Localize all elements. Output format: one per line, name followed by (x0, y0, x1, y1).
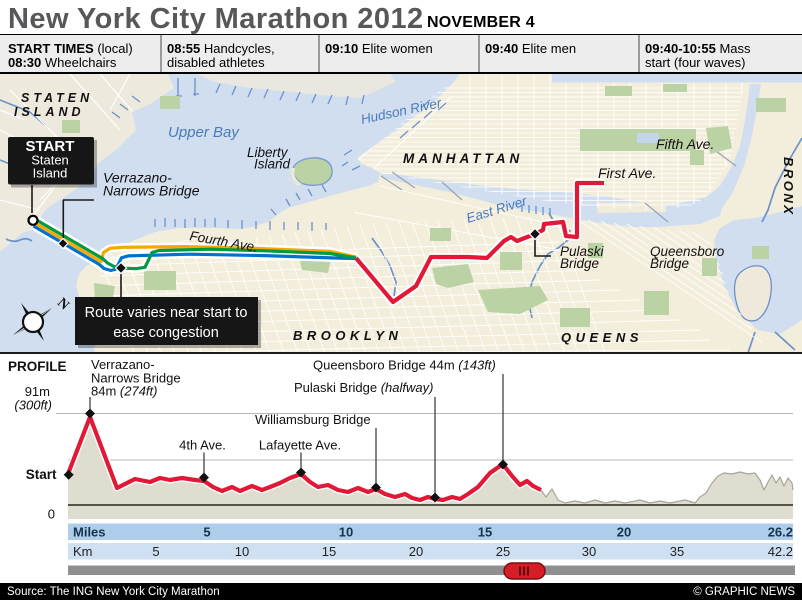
svg-text:ISLAND: ISLAND (14, 105, 85, 119)
svg-text:Liberty: Liberty (247, 145, 289, 160)
svg-text:Narrows Bridge: Narrows Bridge (91, 371, 181, 386)
svg-text:15: 15 (322, 544, 336, 559)
svg-text:Williamsburg Bridge: Williamsburg Bridge (255, 412, 371, 427)
svg-text:QUEENS: QUEENS (561, 330, 643, 345)
svg-text:Bridge: Bridge (560, 256, 599, 271)
svg-text:Verrazano-: Verrazano- (103, 170, 172, 186)
svg-text:30: 30 (582, 544, 596, 559)
svg-text:Queensboro Bridge 44m (143ft): Queensboro Bridge 44m (143ft) (313, 358, 496, 373)
svg-text:0: 0 (48, 507, 55, 522)
svg-text:Km: Km (73, 544, 93, 559)
svg-text:4th Ave.: 4th Ave. (179, 438, 226, 453)
svg-text:42.2: 42.2 (768, 544, 793, 559)
svg-text:15: 15 (478, 525, 492, 540)
svg-text:10: 10 (235, 544, 249, 559)
svg-text:MANHATTAN: MANHATTAN (403, 151, 523, 166)
svg-text:BROOKLYN: BROOKLYN (293, 328, 402, 343)
svg-text:(300ft): (300ft) (14, 398, 52, 413)
svg-text:5: 5 (152, 544, 159, 559)
svg-text:Island: Island (254, 157, 291, 172)
svg-text:Upper Bay: Upper Bay (168, 124, 240, 141)
svg-text:First Ave.: First Ave. (598, 165, 656, 181)
svg-text:Start: Start (26, 467, 57, 482)
svg-text:5: 5 (203, 525, 210, 540)
svg-text:ease congestion: ease congestion (113, 325, 219, 341)
svg-text:91m: 91m (25, 384, 50, 399)
svg-text:Route varies near start to: Route varies near start to (85, 305, 248, 321)
svg-text:Fifth Ave.: Fifth Ave. (656, 136, 714, 152)
svg-text:Bridge: Bridge (650, 256, 689, 271)
svg-text:START: START (26, 138, 75, 155)
svg-text:20: 20 (409, 544, 423, 559)
svg-text:Narrows Bridge: Narrows Bridge (103, 183, 200, 199)
svg-text:10: 10 (339, 525, 353, 540)
svg-text:STATEN: STATEN (21, 91, 93, 105)
svg-text:Verrazano-: Verrazano- (91, 357, 155, 372)
svg-text:Lafayette Ave.: Lafayette Ave. (259, 438, 341, 453)
svg-text:PROFILE: PROFILE (8, 359, 67, 374)
svg-text:Miles: Miles (73, 525, 106, 540)
svg-text:Pulaski Bridge (halfway): Pulaski Bridge (halfway) (294, 380, 433, 395)
svg-text:BRONX: BRONX (781, 157, 796, 216)
svg-text:35: 35 (670, 544, 684, 559)
svg-text:84m (274ft): 84m (274ft) (91, 384, 157, 399)
svg-text:25: 25 (496, 544, 510, 559)
svg-text:20: 20 (617, 525, 631, 540)
svg-text:Island: Island (33, 166, 68, 181)
svg-text:Queensboro: Queensboro (650, 244, 725, 259)
svg-text:Pulaski: Pulaski (560, 244, 605, 259)
svg-text:26.2: 26.2 (768, 525, 793, 540)
svg-text:Staten: Staten (31, 153, 69, 168)
